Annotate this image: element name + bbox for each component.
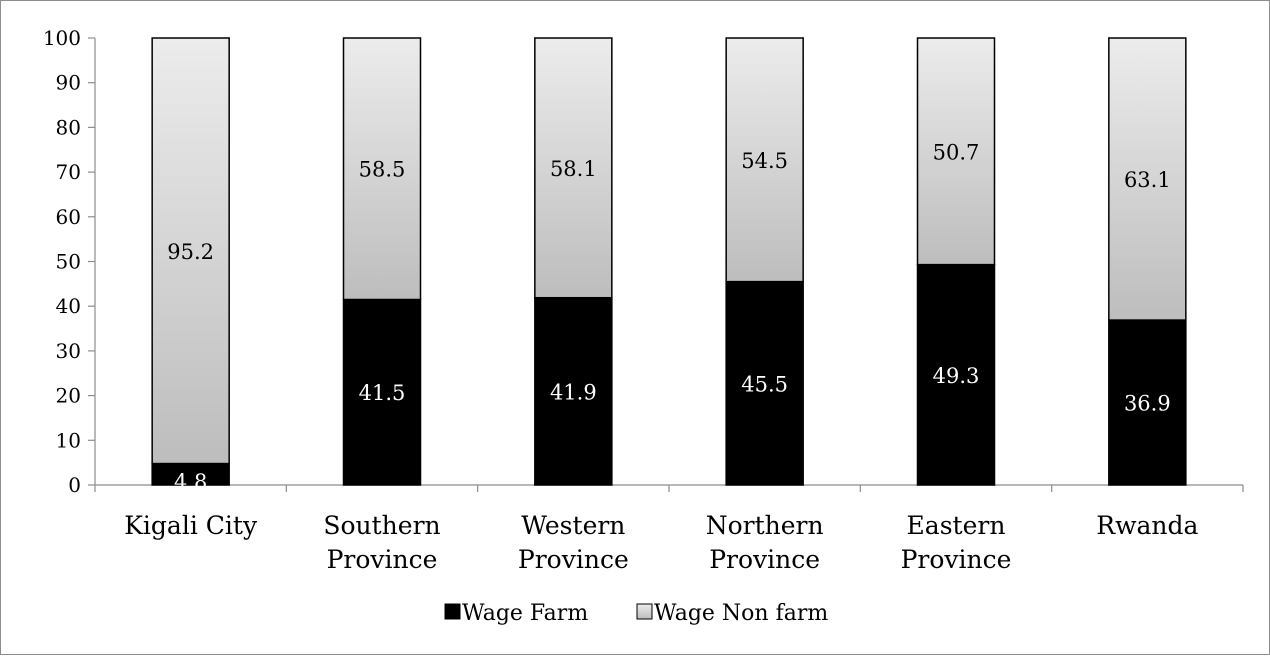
data-label: 45.5	[741, 372, 788, 396]
y-tick-label: 50	[56, 250, 81, 274]
bar-wage-non-farm	[342, 37, 422, 301]
y-tick-label: 20	[56, 384, 81, 408]
y-tick-label: 10	[56, 428, 81, 452]
x-tick-label: Province	[518, 545, 629, 574]
data-labels: 4.8 95.2 41.5 58.5 41.9 58.1 45.5 54.5 49.3 50.7 3…	[167, 140, 1170, 494]
bar-wage-farm	[342, 298, 422, 486]
data-label: 54.5	[741, 149, 788, 173]
legend: Wage Farm Wage Non farm	[444, 601, 828, 626]
x-tick-label: Western	[521, 511, 625, 540]
y-tick-label: 0	[68, 473, 81, 497]
x-tick-label: Southern	[323, 511, 440, 540]
x-tick-label: Eastern	[907, 511, 1006, 540]
legend-label-wage-non-farm: Wage Non farm	[654, 601, 828, 626]
legend-label-wage-farm: Wage Farm	[462, 601, 588, 626]
y-tick-label: 40	[56, 294, 81, 318]
legend-swatch-wage-non-farm	[636, 603, 653, 620]
y-tick-label: 100	[43, 26, 81, 50]
bar-wage-farm	[725, 280, 804, 486]
legend-swatch-wage-farm	[444, 603, 461, 620]
x-tick-label: Province	[327, 545, 438, 574]
data-label: 41.5	[359, 381, 406, 405]
data-label: 49.3	[933, 364, 980, 388]
bar-wage-non-farm	[151, 37, 230, 465]
data-label: 58.5	[359, 158, 406, 182]
bar-wage-farm	[534, 296, 613, 486]
y-tick-label: 80	[56, 115, 81, 139]
bar-wage-farm	[916, 263, 996, 486]
y-tick-label: 90	[56, 71, 81, 95]
x-tick-label: Northern	[706, 511, 824, 540]
bar-wage-non-farm	[1108, 37, 1187, 321]
x-tick-label: Province	[709, 545, 820, 574]
data-label: 63.1	[1124, 168, 1171, 192]
x-tick-label: Province	[901, 545, 1012, 574]
data-label: 4.8	[174, 470, 207, 494]
y-tick-label: 60	[56, 205, 81, 229]
x-tick-label: Rwanda	[1096, 511, 1198, 540]
bar-wage-farm	[1108, 319, 1187, 486]
bars	[151, 37, 1187, 486]
y-tick-label: 70	[56, 160, 81, 184]
y-tick-label: 30	[56, 339, 81, 363]
data-label: 50.7	[933, 140, 980, 164]
data-label: 58.1	[550, 157, 597, 181]
bar-wage-non-farm	[534, 37, 613, 299]
x-tick-label: Kigali City	[124, 511, 258, 540]
data-label: 95.2	[167, 240, 214, 264]
bar-wage-non-farm	[725, 37, 804, 283]
bar-wage-non-farm	[916, 37, 996, 266]
data-label: 41.9	[550, 380, 597, 404]
axes: 0 10 20 30 40 50 60 70 80 90 100 Kigali City Souther…	[43, 26, 1244, 574]
data-label: 36.9	[1124, 392, 1171, 416]
